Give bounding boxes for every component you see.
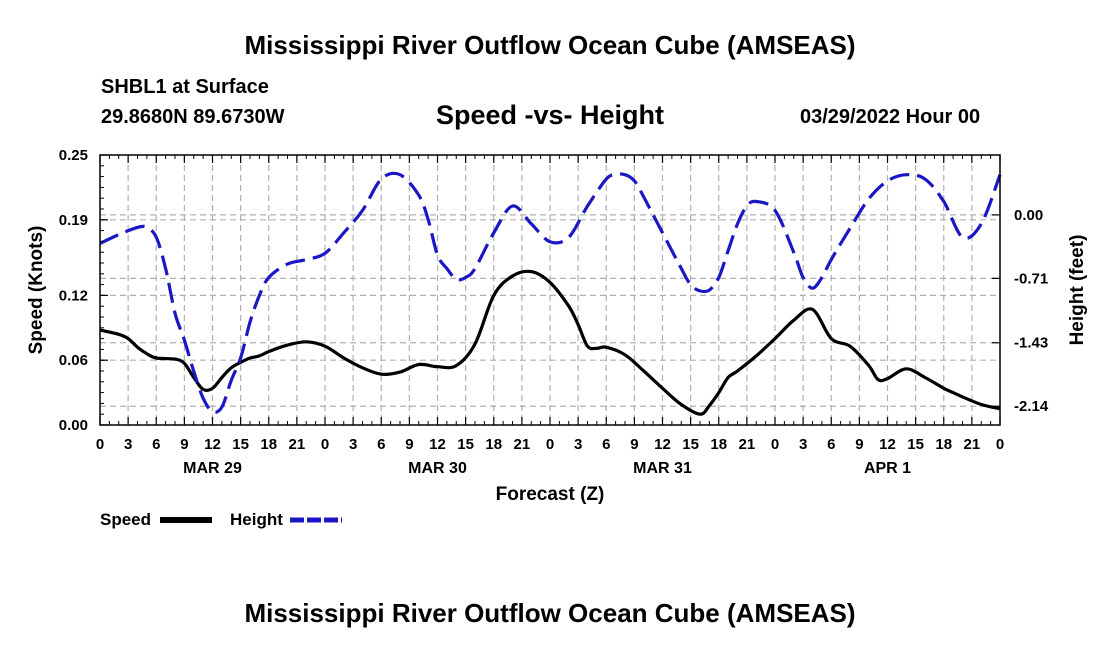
station-coordinates: 29.8680N 89.6730W — [101, 106, 285, 128]
x-tick-label: 9 — [630, 436, 638, 453]
x-tick-label: 6 — [152, 436, 160, 453]
series-line-speed — [99, 269, 1001, 416]
x-tick-label: 12 — [654, 436, 671, 453]
y-tick-label: 0.06 — [59, 352, 88, 369]
axis-layer: 0 3 6 9 12 15 18 21 0 3 6 9 12 15 18 21 0 3 6 9 12 15 18 21 0 3 6 9… — [59, 147, 1049, 477]
y-axis-label: Speed (Knots) — [26, 226, 47, 355]
x-tick-label: 3 — [574, 436, 582, 453]
y2-tick-label: -2.14 — [1014, 398, 1049, 415]
x-tick-label: 18 — [260, 436, 277, 453]
x-tick-label: 18 — [935, 436, 952, 453]
x-tick-label: 12 — [429, 436, 446, 453]
series-layer — [99, 171, 1002, 416]
x-tick-label: 9 — [405, 436, 413, 453]
day-label: APR 1 — [864, 460, 911, 477]
x-tick-label: 15 — [907, 436, 924, 453]
x-tick-label: 15 — [232, 436, 249, 453]
x-tick-label: 15 — [682, 436, 699, 453]
grid-layer — [100, 155, 1000, 425]
x-tick-label: 6 — [827, 436, 835, 453]
legend-speed-label: Speed — [100, 510, 151, 529]
legend-height-label: Height — [230, 510, 283, 529]
forecast-datetime: 03/29/2022 Hour 00 — [800, 106, 981, 128]
x-tick-label: 21 — [289, 436, 306, 453]
x-tick-label: 6 — [377, 436, 385, 453]
y-tick-label: 0.12 — [59, 287, 88, 304]
y2-tick-label: -1.43 — [1014, 335, 1048, 352]
x-tick-label: 12 — [204, 436, 221, 453]
x-tick-label: 3 — [349, 436, 357, 453]
x-tick-label: 0 — [546, 436, 554, 453]
day-label: MAR 31 — [633, 460, 692, 477]
speed-vs-height-chart: 0 3 6 9 12 15 18 21 0 3 6 9 12 15 18 21 0 3 6 9 12 15 18 21 0 3 6 9… — [26, 147, 1088, 529]
x-tick-label: 0 — [771, 436, 779, 453]
day-label: MAR 29 — [183, 460, 242, 477]
y2-tick-label: -0.71 — [1014, 270, 1048, 287]
chart-main-title: Mississippi River Outflow Ocean Cube (AM… — [244, 30, 856, 60]
x-tick-label: 0 — [96, 436, 104, 453]
x-tick-label: 21 — [514, 436, 531, 453]
chart-subtitle: Speed -vs- Height — [435, 100, 665, 130]
x-tick-label: 18 — [485, 436, 502, 453]
y-tick-label: 0.00 — [59, 417, 88, 434]
x-axis-label: Forecast (Z) — [496, 484, 605, 505]
x-tick-label: 3 — [799, 436, 807, 453]
x-tick-label: 12 — [879, 436, 896, 453]
y-tick-label: 0.25 — [59, 147, 88, 164]
legend: Speed Height — [100, 510, 342, 529]
x-tick-label: 18 — [710, 436, 727, 453]
y-tick-label: 0.19 — [59, 212, 88, 229]
footer-title: Mississippi River Outflow Ocean Cube (AM… — [244, 598, 856, 628]
series-line-height — [99, 171, 1002, 414]
x-tick-label: 15 — [457, 436, 474, 453]
x-tick-label: 0 — [321, 436, 329, 453]
day-label: MAR 30 — [408, 460, 467, 477]
x-tick-label: 0 — [996, 436, 1004, 453]
y2-tick-label: 0.00 — [1014, 207, 1043, 224]
x-tick-label: 6 — [602, 436, 610, 453]
station-label: SHBL1 at Surface — [101, 76, 269, 98]
x-tick-label: 21 — [739, 436, 756, 453]
x-tick-label: 9 — [180, 436, 188, 453]
y2-axis-label: Height (feet) — [1067, 235, 1088, 346]
x-tick-label: 9 — [855, 436, 863, 453]
x-tick-label: 3 — [124, 436, 132, 453]
x-tick-label: 21 — [964, 436, 981, 453]
